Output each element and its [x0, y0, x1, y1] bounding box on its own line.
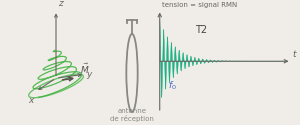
Text: z: z — [58, 0, 62, 8]
Text: $\vec{M}$: $\vec{M}$ — [80, 62, 89, 76]
Text: x: x — [28, 96, 34, 105]
Text: T2: T2 — [194, 25, 207, 35]
Text: $f_0$: $f_0$ — [168, 80, 177, 92]
Text: t: t — [293, 50, 296, 59]
Text: tension = signal RMN: tension = signal RMN — [162, 2, 238, 8]
Text: antenne
de réception: antenne de réception — [110, 108, 154, 122]
Text: y: y — [87, 70, 92, 79]
